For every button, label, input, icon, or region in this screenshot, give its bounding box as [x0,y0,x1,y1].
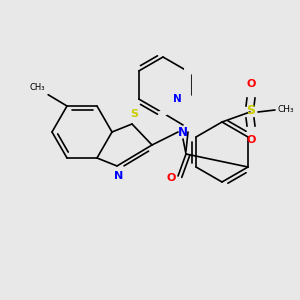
Text: O: O [246,135,256,145]
Text: N: N [173,94,182,104]
Text: CH₃: CH₃ [30,83,45,92]
Text: S: S [247,104,256,118]
Text: CH₃: CH₃ [278,106,295,115]
Text: O: O [246,79,256,89]
Text: N: N [178,125,188,139]
Text: O: O [166,173,176,183]
Text: N: N [114,171,124,181]
Text: S: S [130,109,138,119]
